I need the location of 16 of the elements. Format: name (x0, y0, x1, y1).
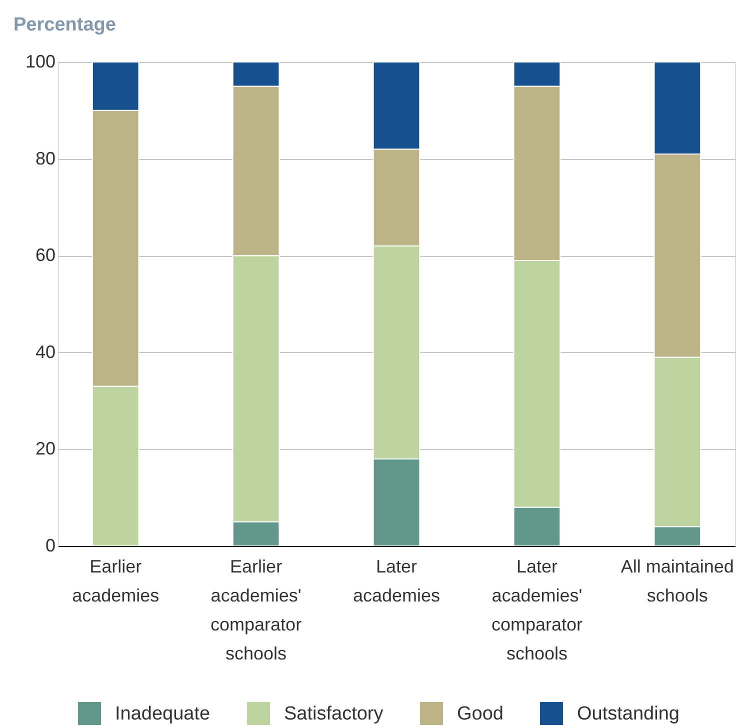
x-tick-label: Earlier academies' comparator schools (210, 556, 302, 664)
y-tick-label: 40 (35, 342, 56, 362)
y-tick-label: 80 (35, 148, 56, 168)
legend-label: Inadequate (115, 704, 210, 724)
y-tick-label: 60 (35, 245, 56, 266)
legend-label: Satisfactory (284, 704, 384, 724)
y-tick-label: 0 (45, 536, 56, 556)
x-tick-label: All maintained schools (620, 556, 734, 606)
legend-label: Good (457, 704, 504, 724)
x-tick-label: Later academies (352, 556, 440, 606)
y-tick-label: 100 (25, 52, 56, 72)
y-axis-title: Percentage (14, 14, 116, 36)
legend-label: Outstanding (577, 704, 680, 724)
y-tick-label: 20 (35, 438, 56, 459)
x-tick-label: Later academies' comparator schools (491, 556, 582, 664)
x-tick-label: Earlier academies (72, 556, 160, 606)
